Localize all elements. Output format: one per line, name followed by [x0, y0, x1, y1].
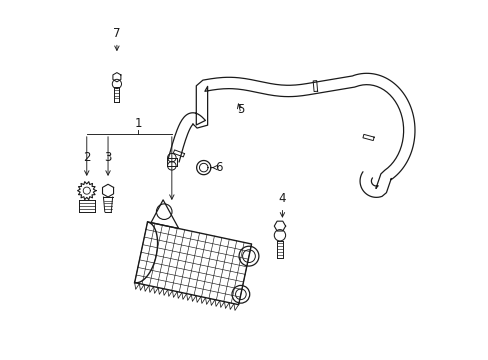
Text: 7: 7: [113, 27, 121, 40]
Text: 1: 1: [134, 117, 142, 130]
Text: 3: 3: [104, 151, 111, 164]
Text: 6: 6: [215, 161, 223, 174]
Text: 5: 5: [237, 103, 244, 116]
Text: 4: 4: [278, 192, 285, 205]
Text: 2: 2: [83, 151, 90, 164]
